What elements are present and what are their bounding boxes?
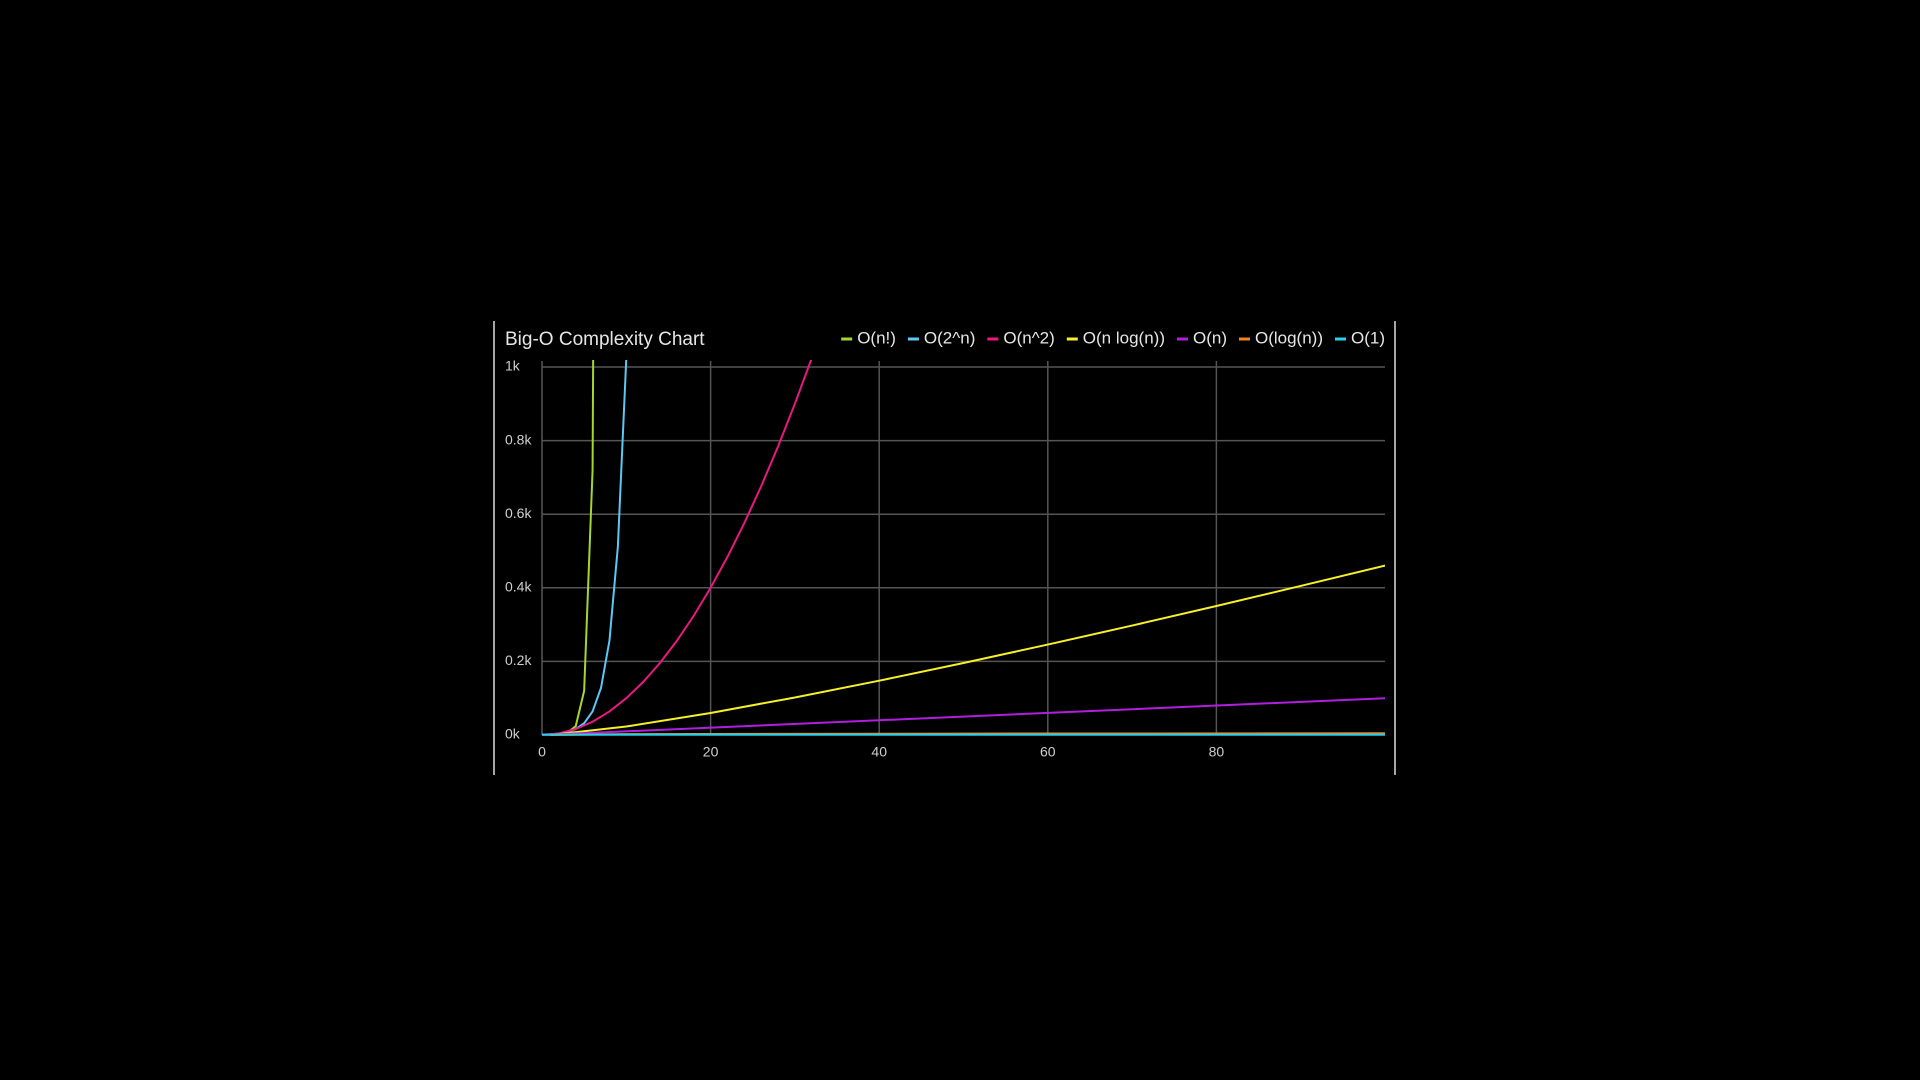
- x-tick-label: 20: [703, 744, 719, 760]
- legend-label: O(n^2): [1003, 328, 1054, 347]
- legend-label: O(1): [1351, 328, 1385, 347]
- series-line: [542, 360, 813, 736]
- y-tick-label: 0.4k: [505, 579, 532, 595]
- legend-label: O(n!): [857, 328, 896, 347]
- series-line: [550, 564, 1385, 736]
- y-tick-label: 1k: [505, 358, 521, 374]
- x-tick-label: 60: [1040, 744, 1056, 760]
- y-tick-label: 0.6k: [505, 505, 532, 521]
- legend-label: O(2^n): [924, 328, 975, 347]
- legend-label: O(n): [1193, 328, 1227, 347]
- y-tick-label: 0.2k: [505, 652, 532, 668]
- y-tick-label: 0.8k: [505, 431, 532, 447]
- x-tick-label: 40: [871, 744, 887, 760]
- series-line: [542, 697, 1385, 736]
- legend-label: O(n log(n)): [1083, 328, 1165, 347]
- chart-title: Big-O Complexity Chart: [505, 329, 705, 350]
- x-tick-label: 80: [1209, 744, 1225, 760]
- legend-label: O(log(n)): [1255, 328, 1323, 347]
- x-tick-label: 0: [538, 744, 546, 760]
- y-tick-label: 0k: [505, 726, 521, 742]
